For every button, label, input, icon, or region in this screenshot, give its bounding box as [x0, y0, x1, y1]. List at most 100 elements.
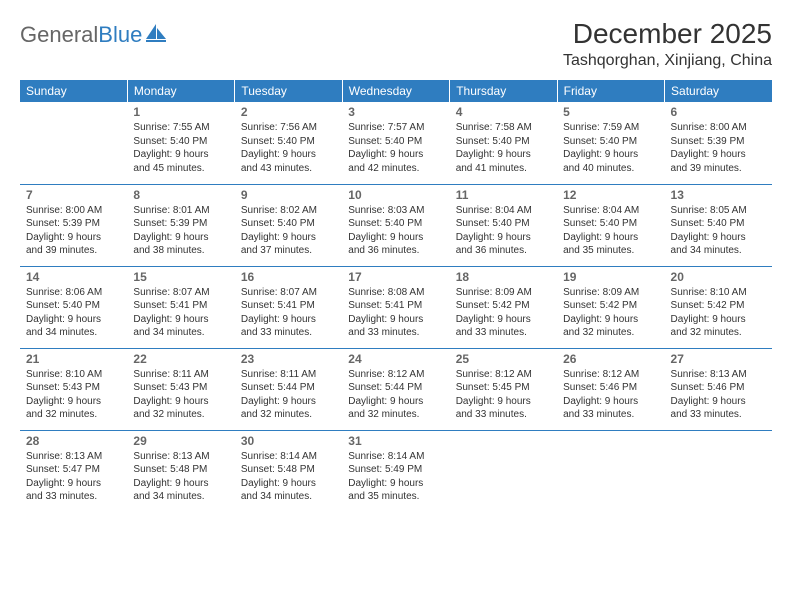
daylight-line-2: and 33 minutes.: [348, 326, 443, 340]
daylight-line-1: Daylight: 9 hours: [456, 313, 551, 327]
sunrise-line: Sunrise: 8:00 AM: [671, 121, 766, 135]
calendar-cell: [450, 430, 557, 512]
calendar-week-row: 21Sunrise: 8:10 AMSunset: 5:43 PMDayligh…: [20, 348, 772, 430]
calendar-cell: 16Sunrise: 8:07 AMSunset: 5:41 PMDayligh…: [235, 266, 342, 348]
daylight-line-2: and 35 minutes.: [563, 244, 658, 258]
daylight-line-1: Daylight: 9 hours: [348, 477, 443, 491]
sunrise-line: Sunrise: 8:06 AM: [26, 286, 121, 300]
daylight-line-2: and 39 minutes.: [671, 162, 766, 176]
sunset-line: Sunset: 5:42 PM: [671, 299, 766, 313]
calendar-week-row: 28Sunrise: 8:13 AMSunset: 5:47 PMDayligh…: [20, 430, 772, 512]
calendar-table: Sunday Monday Tuesday Wednesday Thursday…: [20, 80, 772, 512]
sunset-line: Sunset: 5:48 PM: [241, 463, 336, 477]
calendar-cell: 1Sunrise: 7:55 AMSunset: 5:40 PMDaylight…: [127, 102, 234, 184]
day-number: 2: [241, 104, 336, 120]
calendar-cell: 14Sunrise: 8:06 AMSunset: 5:40 PMDayligh…: [20, 266, 127, 348]
daylight-line-2: and 36 minutes.: [348, 244, 443, 258]
daylight-line-2: and 32 minutes.: [348, 408, 443, 422]
sunset-line: Sunset: 5:40 PM: [671, 217, 766, 231]
daylight-line-2: and 45 minutes.: [133, 162, 228, 176]
daylight-line-1: Daylight: 9 hours: [671, 148, 766, 162]
day-number: 22: [133, 351, 228, 367]
calendar-cell: [557, 430, 664, 512]
logo-part2: Blue: [98, 22, 142, 47]
sunset-line: Sunset: 5:43 PM: [26, 381, 121, 395]
daylight-line-1: Daylight: 9 hours: [241, 148, 336, 162]
calendar-cell: 20Sunrise: 8:10 AMSunset: 5:42 PMDayligh…: [665, 266, 772, 348]
sunset-line: Sunset: 5:39 PM: [26, 217, 121, 231]
daylight-line-1: Daylight: 9 hours: [348, 231, 443, 245]
daylight-line-1: Daylight: 9 hours: [26, 477, 121, 491]
daylight-line-2: and 37 minutes.: [241, 244, 336, 258]
daylight-line-2: and 32 minutes.: [26, 408, 121, 422]
daylight-line-1: Daylight: 9 hours: [133, 477, 228, 491]
sunrise-line: Sunrise: 8:05 AM: [671, 204, 766, 218]
sunset-line: Sunset: 5:40 PM: [133, 135, 228, 149]
calendar-cell: 25Sunrise: 8:12 AMSunset: 5:45 PMDayligh…: [450, 348, 557, 430]
daylight-line-2: and 39 minutes.: [26, 244, 121, 258]
sunset-line: Sunset: 5:40 PM: [348, 135, 443, 149]
day-number: 8: [133, 187, 228, 203]
day-number: 5: [563, 104, 658, 120]
daylight-line-1: Daylight: 9 hours: [563, 395, 658, 409]
daylight-line-2: and 33 minutes.: [563, 408, 658, 422]
sunset-line: Sunset: 5:40 PM: [348, 217, 443, 231]
sunrise-line: Sunrise: 8:14 AM: [348, 450, 443, 464]
calendar-cell: 4Sunrise: 7:58 AMSunset: 5:40 PMDaylight…: [450, 102, 557, 184]
day-number: 28: [26, 433, 121, 449]
sunrise-line: Sunrise: 8:08 AM: [348, 286, 443, 300]
day-header: Friday: [557, 80, 664, 102]
daylight-line-1: Daylight: 9 hours: [563, 231, 658, 245]
sunrise-line: Sunrise: 8:12 AM: [348, 368, 443, 382]
calendar-cell: 24Sunrise: 8:12 AMSunset: 5:44 PMDayligh…: [342, 348, 449, 430]
sunrise-line: Sunrise: 8:01 AM: [133, 204, 228, 218]
calendar-cell: 22Sunrise: 8:11 AMSunset: 5:43 PMDayligh…: [127, 348, 234, 430]
day-header: Monday: [127, 80, 234, 102]
day-header: Sunday: [20, 80, 127, 102]
day-header: Saturday: [665, 80, 772, 102]
sunset-line: Sunset: 5:40 PM: [241, 135, 336, 149]
daylight-line-2: and 34 minutes.: [26, 326, 121, 340]
daylight-line-2: and 32 minutes.: [241, 408, 336, 422]
daylight-line-1: Daylight: 9 hours: [26, 395, 121, 409]
daylight-line-1: Daylight: 9 hours: [133, 231, 228, 245]
sunrise-line: Sunrise: 8:04 AM: [563, 204, 658, 218]
sunset-line: Sunset: 5:39 PM: [133, 217, 228, 231]
calendar-cell: [20, 102, 127, 184]
sunset-line: Sunset: 5:45 PM: [456, 381, 551, 395]
daylight-line-2: and 33 minutes.: [241, 326, 336, 340]
daylight-line-2: and 34 minutes.: [133, 490, 228, 504]
calendar-week-row: 7Sunrise: 8:00 AMSunset: 5:39 PMDaylight…: [20, 184, 772, 266]
calendar-week-row: 14Sunrise: 8:06 AMSunset: 5:40 PMDayligh…: [20, 266, 772, 348]
sunrise-line: Sunrise: 7:58 AM: [456, 121, 551, 135]
daylight-line-1: Daylight: 9 hours: [456, 148, 551, 162]
sunset-line: Sunset: 5:44 PM: [348, 381, 443, 395]
calendar-cell: 7Sunrise: 8:00 AMSunset: 5:39 PMDaylight…: [20, 184, 127, 266]
sunrise-line: Sunrise: 8:13 AM: [671, 368, 766, 382]
sunrise-line: Sunrise: 8:07 AM: [241, 286, 336, 300]
daylight-line-1: Daylight: 9 hours: [26, 231, 121, 245]
day-number: 13: [671, 187, 766, 203]
daylight-line-1: Daylight: 9 hours: [671, 231, 766, 245]
daylight-line-1: Daylight: 9 hours: [348, 148, 443, 162]
calendar-cell: 11Sunrise: 8:04 AMSunset: 5:40 PMDayligh…: [450, 184, 557, 266]
sunset-line: Sunset: 5:42 PM: [456, 299, 551, 313]
location: Tashqorghan, Xinjiang, China: [563, 52, 772, 70]
calendar-cell: 3Sunrise: 7:57 AMSunset: 5:40 PMDaylight…: [342, 102, 449, 184]
day-header: Tuesday: [235, 80, 342, 102]
sunrise-line: Sunrise: 7:55 AM: [133, 121, 228, 135]
calendar-cell: 8Sunrise: 8:01 AMSunset: 5:39 PMDaylight…: [127, 184, 234, 266]
calendar-cell: 5Sunrise: 7:59 AMSunset: 5:40 PMDaylight…: [557, 102, 664, 184]
daylight-line-2: and 38 minutes.: [133, 244, 228, 258]
calendar-cell: 31Sunrise: 8:14 AMSunset: 5:49 PMDayligh…: [342, 430, 449, 512]
day-header-row: Sunday Monday Tuesday Wednesday Thursday…: [20, 80, 772, 102]
calendar-cell: 21Sunrise: 8:10 AMSunset: 5:43 PMDayligh…: [20, 348, 127, 430]
daylight-line-2: and 33 minutes.: [456, 326, 551, 340]
day-number: 12: [563, 187, 658, 203]
day-number: 27: [671, 351, 766, 367]
calendar-cell: 28Sunrise: 8:13 AMSunset: 5:47 PMDayligh…: [20, 430, 127, 512]
logo-text: GeneralBlue: [20, 22, 142, 48]
day-number: 31: [348, 433, 443, 449]
calendar-cell: 9Sunrise: 8:02 AMSunset: 5:40 PMDaylight…: [235, 184, 342, 266]
daylight-line-2: and 33 minutes.: [456, 408, 551, 422]
